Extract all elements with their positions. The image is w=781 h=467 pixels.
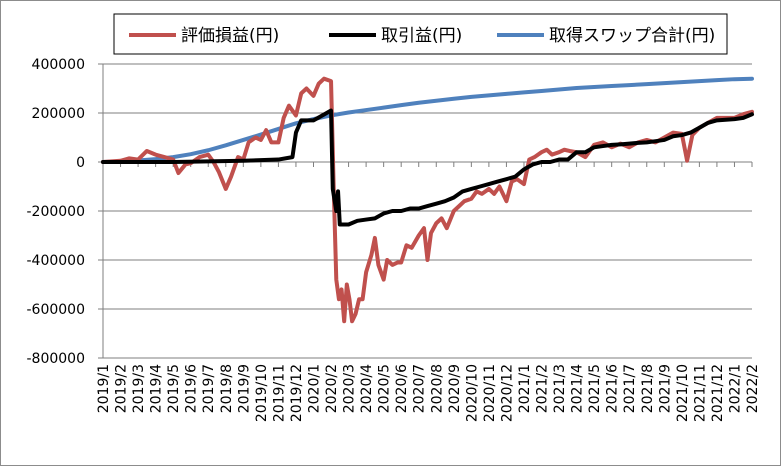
x-tick-label: 2019/2 [114,364,130,413]
legend-label: 取得スワップ合計(円) [549,26,715,46]
x-tick-label: 2020/5 [377,364,393,413]
x-tick-label: 2019/4 [149,364,165,413]
x-tick-label: 2021/10 [675,364,691,422]
x-tick-label: 2019/7 [201,364,217,413]
x-tick-label: 2020/6 [394,364,410,413]
legend-label: 評価損益(円) [181,26,279,46]
x-tick-label: 2019/11 [271,364,287,422]
y-tick-label: -200000 [27,204,86,220]
y-tick-label: -800000 [27,351,86,367]
x-tick-label: 2021/3 [552,364,568,413]
x-tick-label: 2021/2 [535,364,551,413]
legend-label: 取引益(円) [381,26,462,46]
y-tick-label: 0 [76,155,85,171]
x-tick-label: 2020/1 [306,364,322,413]
x-tick-label: 2019/10 [254,364,270,422]
x-tick-label: 2020/8 [429,364,445,413]
x-tick-label: 2019/3 [131,364,147,413]
x-tick-label: 2019/8 [219,364,235,413]
x-tick-label: 2019/1 [96,364,112,413]
x-tick-label: 2020/7 [412,364,428,413]
y-tick-label: 400000 [32,57,85,73]
x-tick-label: 2019/6 [184,364,200,413]
x-tick-label: 2021/11 [692,364,708,422]
series-line-1 [101,108,754,227]
x-tick-label: 2020/2 [324,364,340,413]
x-tick-label: 2020/9 [447,364,463,413]
x-tick-label: 2021/12 [710,364,726,422]
x-tick-label: 2021/9 [657,364,673,413]
x-tick-label: 2021/4 [570,364,586,413]
x-tick-label: 2021/7 [622,364,638,413]
x-tick-label: 2020/10 [464,364,480,422]
x-tick-label: 2020/4 [359,364,375,413]
y-tick-label: -600000 [27,302,86,318]
x-tick-label: 2022/1 [727,364,743,413]
series-line-0 [101,76,754,324]
legend: 評価損益(円) 取引益(円) 取得スワップ合計(円) [113,13,728,55]
x-tick-label: 2021/8 [640,364,656,413]
x-tick-label: 2019/5 [166,364,182,413]
x-tick-label: 2021/5 [587,364,603,413]
x-tick-label: 2019/12 [289,364,305,422]
x-tick-label: 2020/3 [342,364,358,413]
x-tick-label: 2021/6 [605,364,621,413]
series-line-2 [101,76,754,164]
y-tick-label: -400000 [27,253,86,269]
legend-box [113,13,728,55]
x-tick-label: 2022/2 [745,364,761,413]
x-tick-label: 2019/9 [236,364,252,413]
x-tick-label: 2020/12 [499,364,515,422]
y-tick-label: 200000 [32,106,85,122]
x-tick-label: 2021/1 [517,364,533,413]
x-tick-label: 2020/11 [482,364,498,422]
